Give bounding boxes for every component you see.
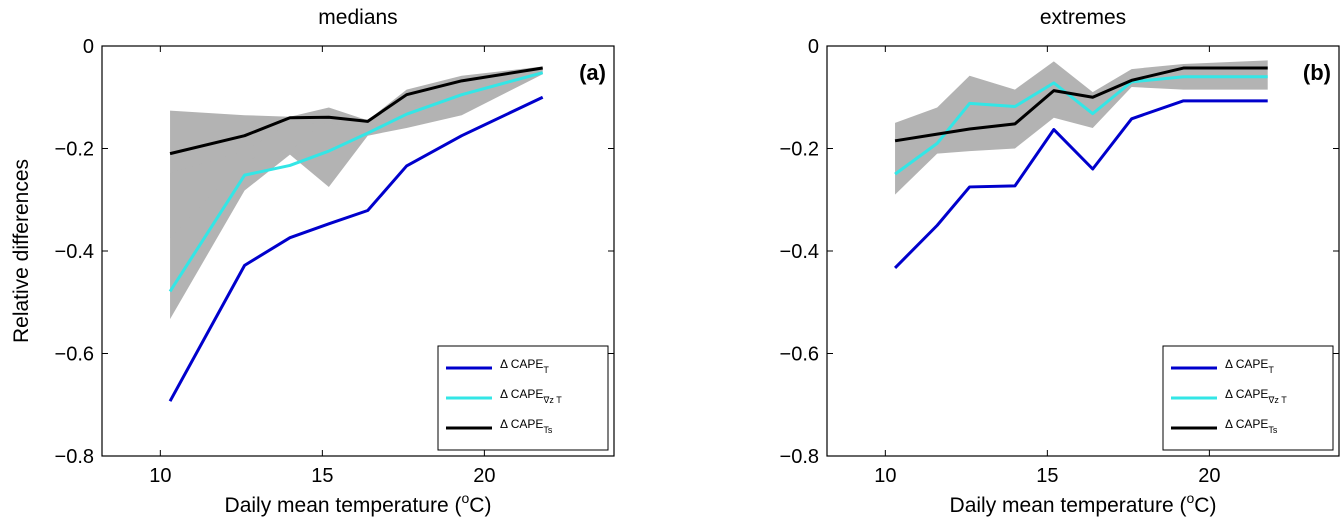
x-axis-label-tail: C) — [469, 494, 491, 517]
legend-label: Δ CAPETs — [1225, 417, 1278, 435]
x-tick-label: 15 — [1036, 465, 1058, 487]
x-axis-label: Daily mean temperature (oC) — [950, 490, 1217, 517]
y-tick-label: 0 — [808, 36, 819, 58]
panel-label: (b) — [1303, 60, 1331, 85]
spread-bands — [895, 60, 1268, 195]
legend: Δ CAPET Δ CAPE∇z T Δ CAPETs — [437, 345, 609, 451]
axis-ticks: 10 15 20 0 −0.2 −0.4 −0.6 −0.8 — [55, 36, 614, 487]
y-axis-label: Relative differences — [10, 159, 33, 343]
chart-title: medians — [318, 6, 397, 29]
x-axis-label: Daily mean temperature (oC) — [225, 490, 492, 517]
y-tick-label: −0.4 — [780, 241, 819, 263]
legend-label: Δ CAPET — [1225, 357, 1274, 375]
x-axis-label-main: Daily mean temperature ( — [225, 494, 462, 517]
chart-panel-medians: 10 15 20 0 −0.2 −0.4 −0.6 −0.8 medians (a) Dail… — [10, 6, 615, 517]
series-line-cape_vzt — [168, 71, 544, 293]
series-line-cape_ts — [894, 66, 1268, 143]
legend: Δ CAPET Δ CAPE∇z T Δ CAPETs — [1162, 345, 1334, 451]
y-tick-label: −0.2 — [55, 139, 94, 161]
chart-panel-extremes: 10 15 20 0 −0.2 −0.4 −0.6 −0.8 extremes (b) Dai… — [780, 6, 1340, 517]
x-axis-label-sup: o — [461, 490, 469, 506]
y-tick-label: −0.8 — [55, 446, 94, 468]
y-tick-label: 0 — [83, 36, 94, 58]
y-tick-label: −0.2 — [780, 139, 819, 161]
legend-label: Δ CAPET — [500, 357, 549, 375]
x-tick-label: 15 — [311, 465, 333, 487]
spread-band-0 — [895, 60, 1268, 195]
legend-label: Δ CAPE∇z T — [1225, 387, 1287, 405]
axis-ticks: 10 15 20 0 −0.2 −0.4 −0.6 −0.8 — [780, 36, 1339, 487]
y-tick-label: −0.6 — [55, 344, 94, 366]
x-tick-label: 10 — [874, 465, 896, 487]
y-tick-label: −0.4 — [55, 241, 94, 263]
series-line-cape_t — [168, 95, 544, 402]
series-lines — [168, 66, 544, 402]
y-tick-label: −0.6 — [780, 344, 819, 366]
x-axis-label-main: Daily mean temperature ( — [950, 494, 1187, 517]
x-axis-label-tail: C) — [1194, 494, 1216, 517]
spread-band-1 — [170, 69, 543, 239]
series-line-cape_t — [893, 99, 1268, 269]
legend-label: Δ CAPETs — [500, 417, 553, 435]
x-tick-label: 20 — [473, 465, 495, 487]
x-tick-label: 20 — [1198, 465, 1220, 487]
series-lines — [893, 66, 1268, 269]
series-line-cape_vzt — [894, 75, 1268, 176]
chart-title: extremes — [1040, 6, 1126, 29]
panel-label: (a) — [579, 60, 606, 85]
x-axis-label-sup: o — [1186, 490, 1194, 506]
y-tick-label: −0.8 — [780, 446, 819, 468]
x-tick-label: 10 — [149, 465, 171, 487]
series-line-cape_ts — [169, 66, 543, 156]
legend-label: Δ CAPE∇z T — [500, 387, 562, 405]
